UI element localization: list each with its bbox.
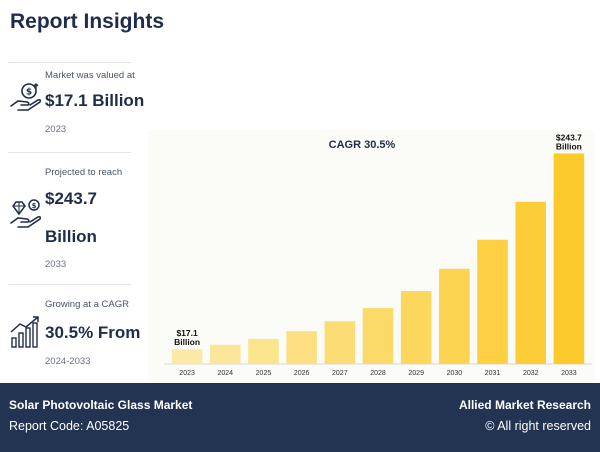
tick-label-2029: 2029: [408, 370, 424, 377]
bar-2027: [324, 321, 356, 364]
stat-label: Market was valued at: [45, 70, 135, 81]
stat-value: $17.1 Billion: [45, 91, 145, 110]
bar-chart: CAGR 30.5% 2023 2024 2025 2026 2027 2028 2029 2…: [164, 132, 592, 377]
bar-2025: [248, 338, 279, 364]
bar-2032: [515, 201, 546, 364]
tick-label-2030: 2030: [447, 370, 463, 377]
svg-text:$: $: [32, 202, 37, 210]
stat-divider: [8, 152, 131, 153]
stat-label: Growing at a CAGR: [45, 299, 129, 310]
tick-label-2027: 2027: [332, 370, 348, 377]
bar-2029: [400, 291, 432, 364]
bar-2031: [477, 239, 508, 364]
tick-label-2032: 2032: [523, 370, 539, 377]
copyright-text: © All right reserved: [485, 419, 591, 433]
stat-divider: [8, 62, 131, 63]
tick-label-2023: 2023: [179, 370, 195, 377]
stat-year: 2033: [45, 259, 67, 270]
tick-label-2028: 2028: [370, 370, 386, 377]
brand-name: Allied Market Research: [458, 398, 591, 412]
footer: Solar Photovoltaic Glass Market Report C…: [0, 383, 600, 452]
growth-chart-icon: [10, 316, 39, 348]
diamond-hand-icon: $: [10, 199, 42, 228]
report-code: Report Code: A05825: [9, 419, 130, 433]
stat-market-value: $ Market was valued at $17.1 Billion 202…: [8, 62, 144, 152]
tick-label-2026: 2026: [294, 370, 310, 377]
bar-2026: [286, 331, 317, 364]
data-label-2033-1: Billion: [556, 141, 582, 151]
bar-2023: [171, 349, 203, 364]
bar-2024: [210, 344, 241, 364]
tick-label-2031: 2031: [485, 370, 501, 377]
page-title: Report Insights: [10, 10, 165, 33]
stat-value: $243.7: [45, 189, 97, 208]
bar-2028: [362, 308, 394, 364]
tick-label-2024: 2024: [217, 370, 233, 377]
stat-projected-value: $ Projected to reach $243.7 Billion 2033: [8, 152, 131, 284]
stat-value: Billion: [45, 227, 97, 246]
data-label-2033-0: $243.7: [556, 132, 582, 142]
data-label-2023-1: Billion: [174, 337, 200, 347]
bar-2033: [553, 153, 585, 364]
money-hand-icon: $: [10, 83, 42, 111]
tick-label-2033: 2033: [561, 370, 577, 377]
report-title: Solar Photovoltaic Glass Market: [9, 398, 193, 412]
chart-title: CAGR 30.5%: [329, 139, 396, 151]
stat-value: 30.5% From: [45, 323, 141, 342]
tick-label-2025: 2025: [256, 370, 272, 377]
stat-year: 2024-2033: [45, 356, 91, 367]
stat-year: 2023: [45, 124, 67, 135]
stat-cagr: Growing at a CAGR 30.5% From 2024-2033: [8, 284, 140, 380]
svg-text:$: $: [26, 88, 32, 98]
data-label-2023-0: $17.1: [176, 328, 198, 338]
stat-divider: [8, 284, 131, 285]
bar-2030: [439, 268, 470, 364]
stat-label: Projected to reach: [45, 167, 123, 178]
